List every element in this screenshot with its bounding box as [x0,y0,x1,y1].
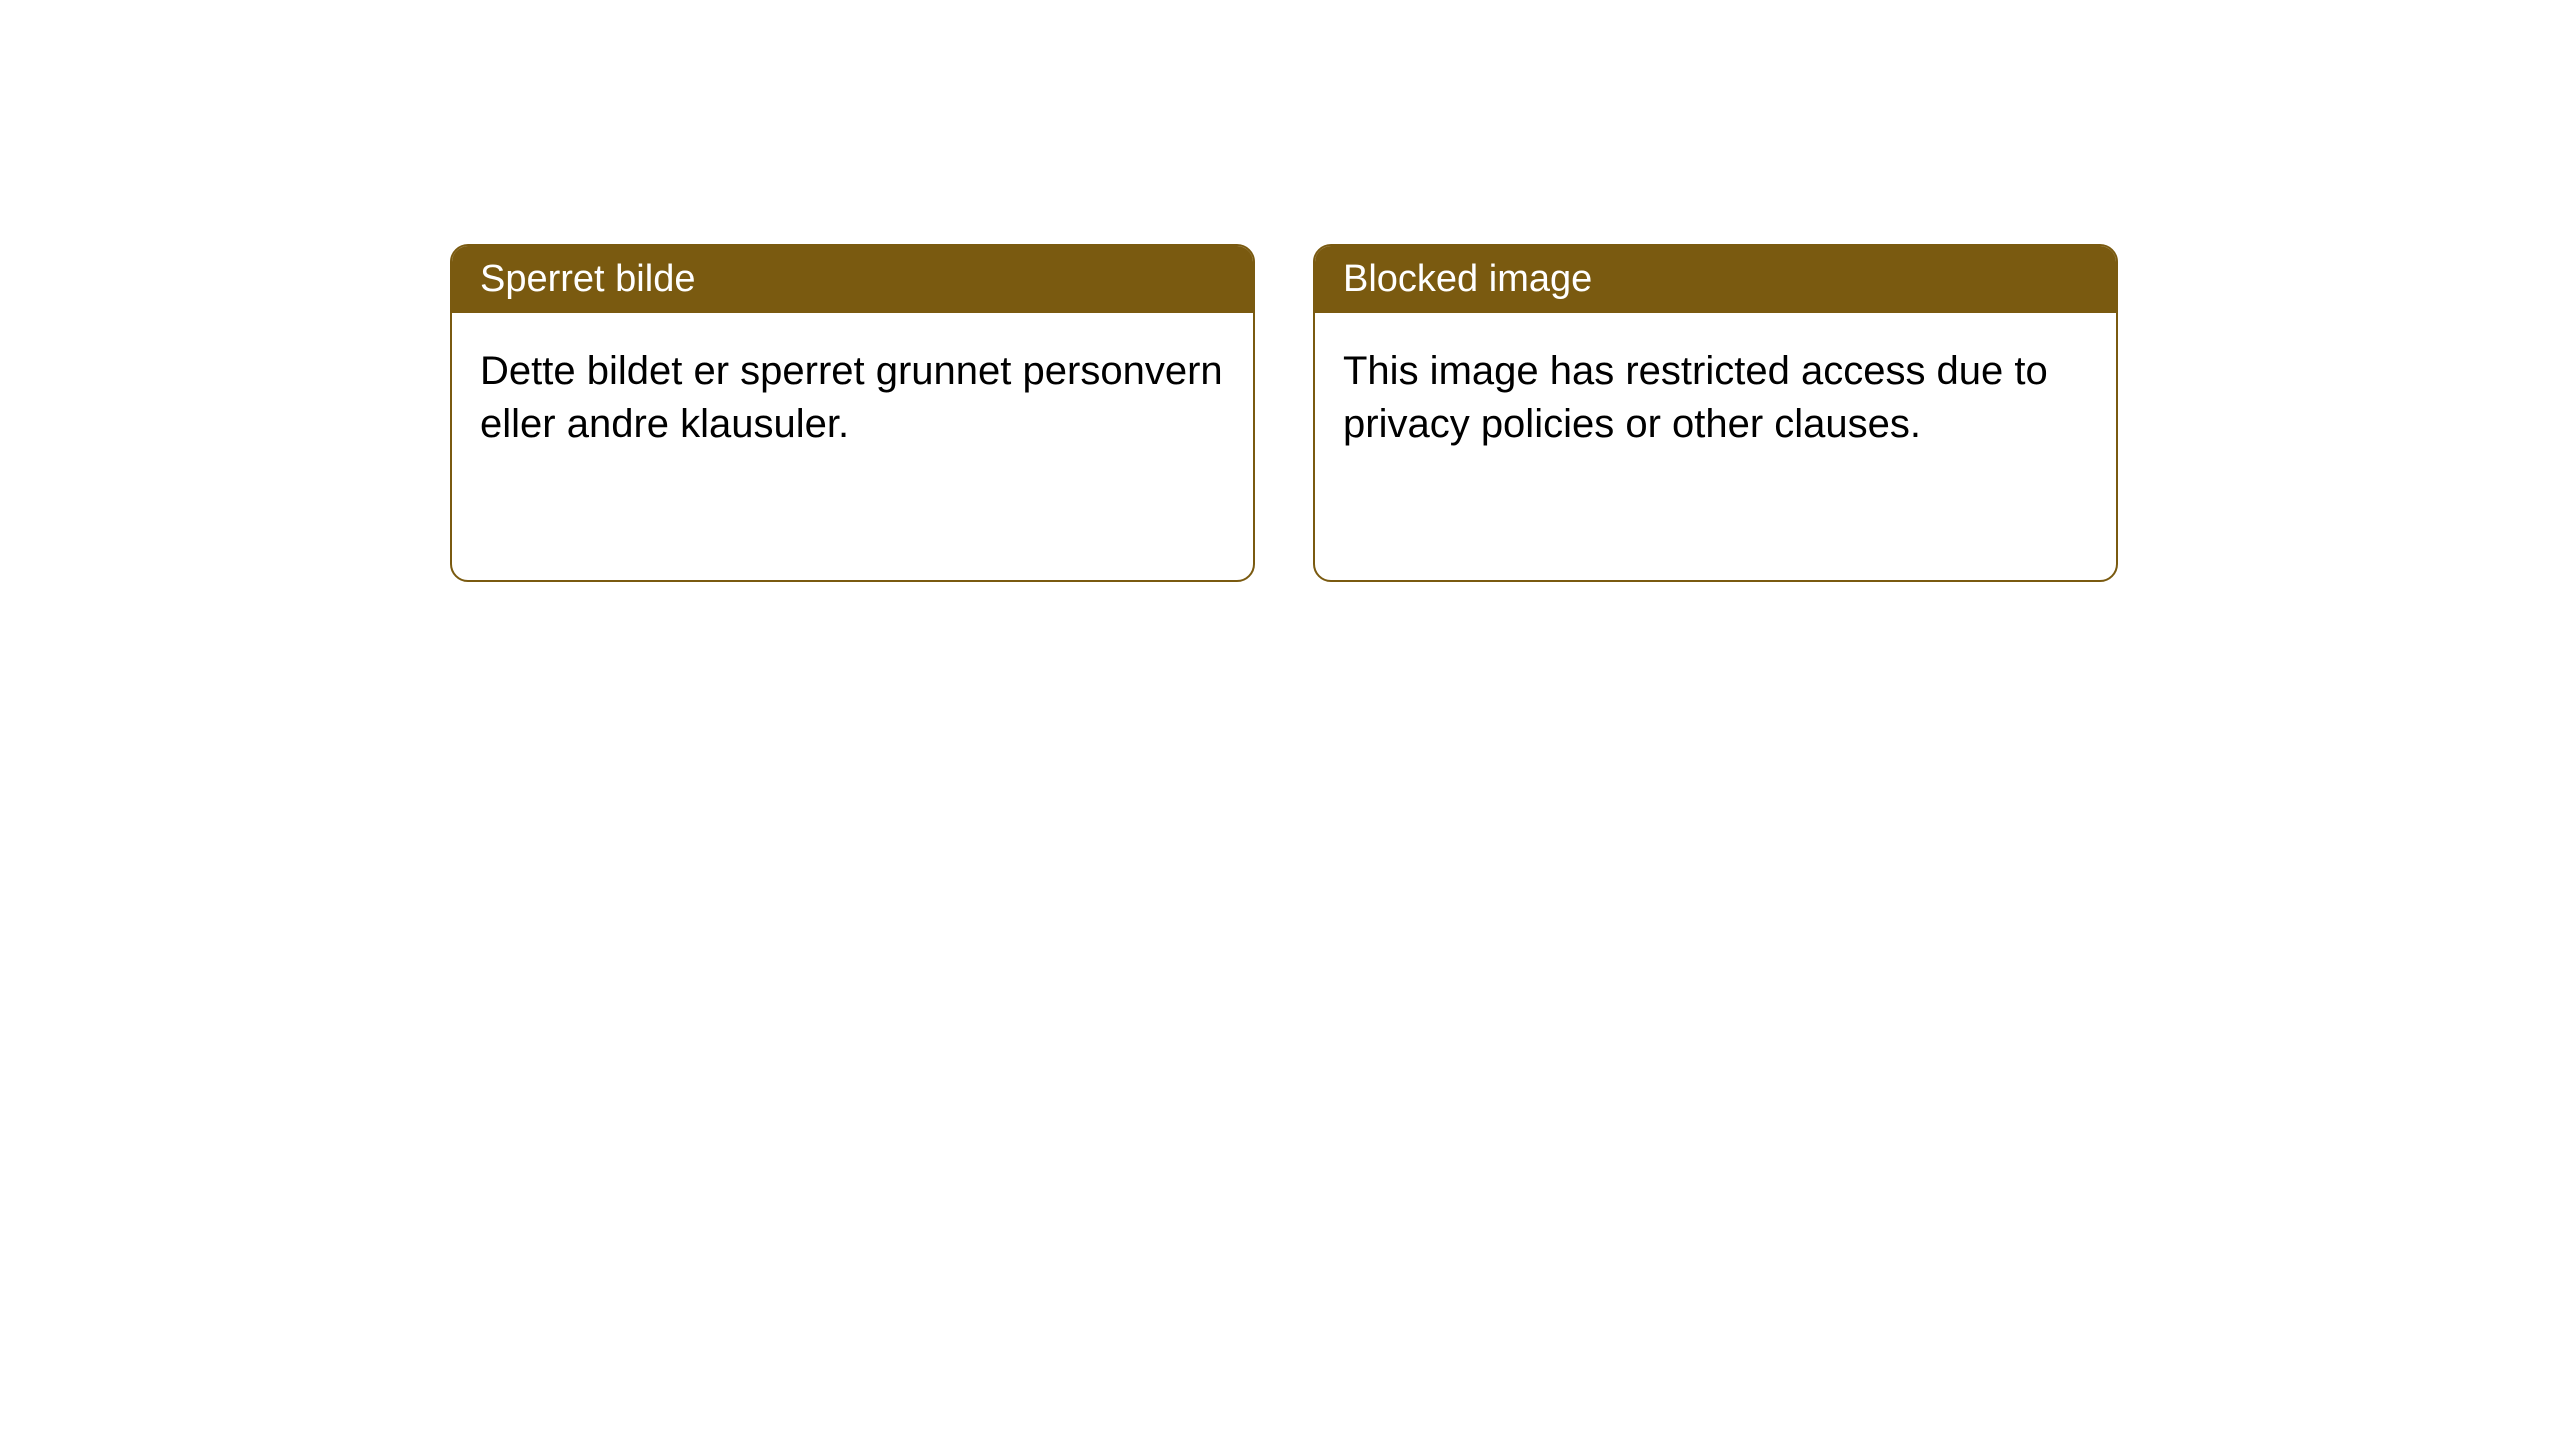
notice-card-english: Blocked image This image has restricted … [1313,244,2118,582]
notice-header: Blocked image [1315,246,2116,313]
notice-header: Sperret bilde [452,246,1253,313]
notice-title: Sperret bilde [480,258,695,300]
notice-container: Sperret bilde Dette bildet er sperret gr… [0,0,2560,582]
notice-card-norwegian: Sperret bilde Dette bildet er sperret gr… [450,244,1255,582]
notice-body-text: Dette bildet er sperret grunnet personve… [480,349,1223,446]
notice-body: Dette bildet er sperret grunnet personve… [452,313,1253,483]
notice-body: This image has restricted access due to … [1315,313,2116,483]
notice-title: Blocked image [1343,258,1592,300]
notice-body-text: This image has restricted access due to … [1343,349,2048,446]
